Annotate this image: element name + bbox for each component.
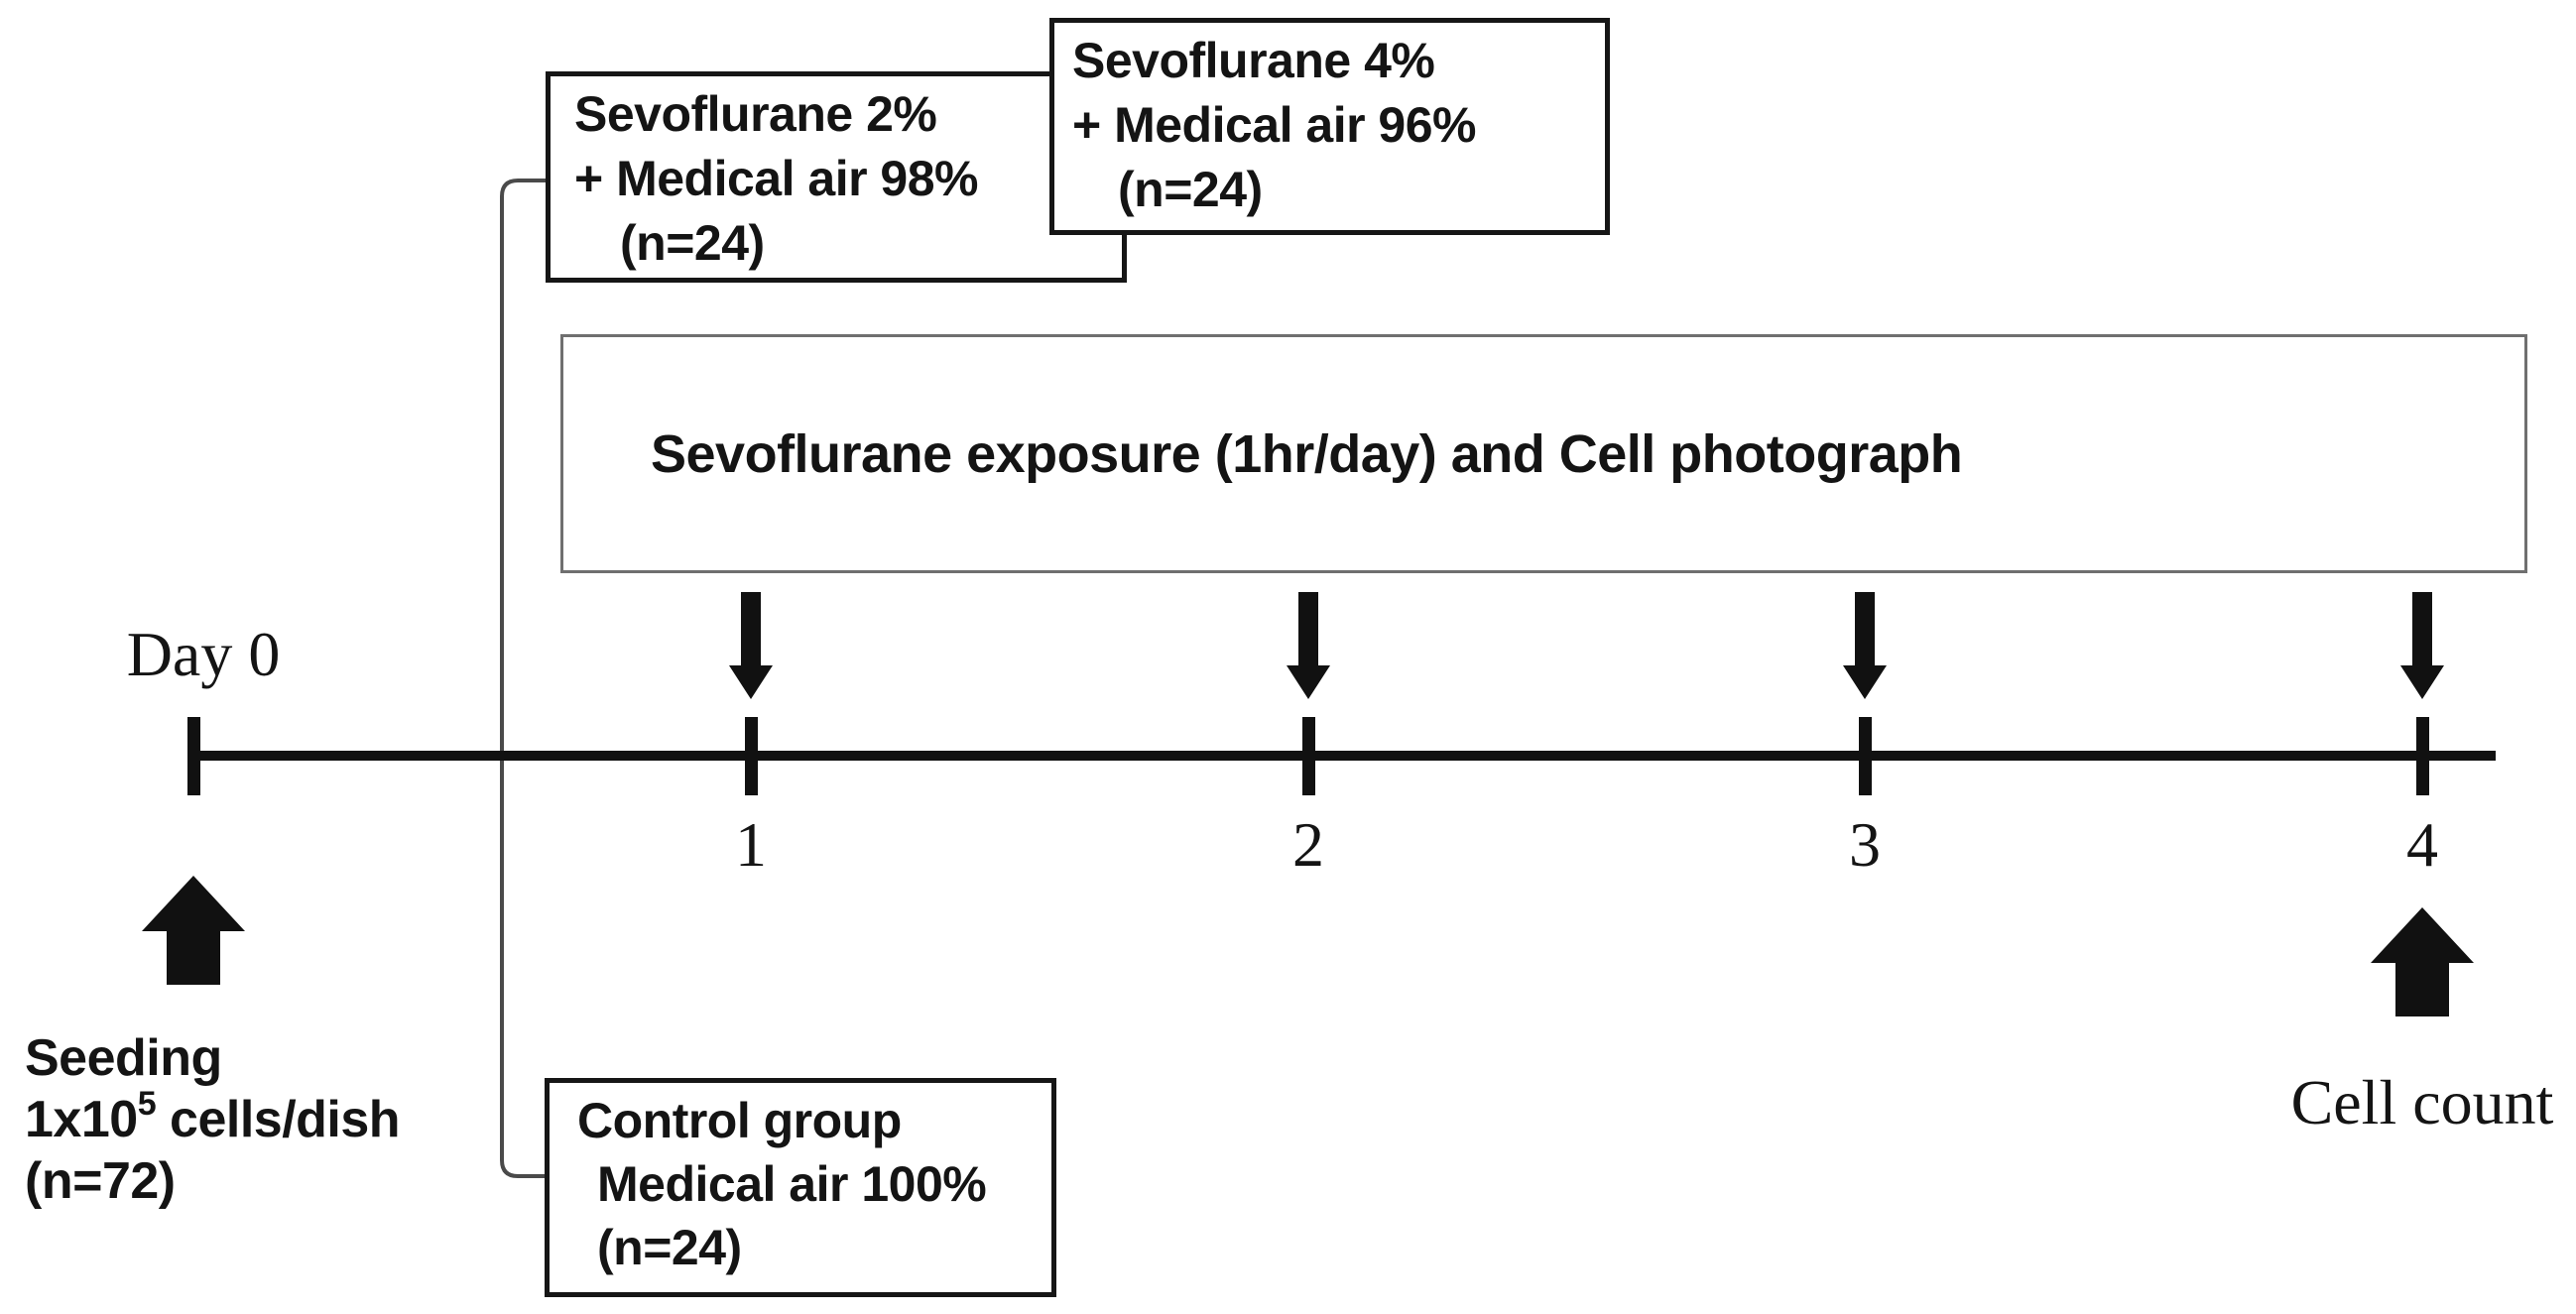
tick-label-4: 4 [2406, 809, 2438, 880]
timeline-tick-day4 [2416, 717, 2429, 795]
seeding-line3: (n=72) [25, 1152, 176, 1210]
group-box-line: Medical air 100% [597, 1156, 987, 1212]
group-box-line: Sevoflurane 4% [1072, 33, 1435, 88]
seeding-qty-base: 1x10 [25, 1091, 138, 1148]
exposure-day4-arrow-icon [2400, 592, 2444, 699]
group-box-line: (n=24) [597, 1220, 742, 1275]
timeline-tick-day1 [745, 717, 758, 795]
group-box-line: (n=24) [1118, 162, 1263, 217]
seeding-line2: 1x105 cells/dish [25, 1087, 401, 1150]
exposure-day3-arrow-icon [1843, 592, 1887, 699]
group-box-line: + Medical air 98% [574, 151, 979, 206]
tick-label-1: 1 [735, 809, 767, 880]
day-zero-label: Day 0 [126, 619, 281, 689]
seeding-arrow-icon [142, 876, 245, 985]
group-box-line: Sevoflurane 2% [574, 86, 937, 142]
timeline-tick-day0 [187, 717, 200, 795]
seeding-annotation: Seeding 1x105 cells/dish (n=72) [25, 1027, 401, 1212]
seeding-qty-rest: cells/dish [156, 1091, 401, 1148]
seeding-qty-superscript: 5 [137, 1084, 157, 1123]
exposure-period-box: Sevoflurane exposure (1hr/day) and Cell … [560, 334, 2527, 573]
group-box-sevoflurane-2pct: Sevoflurane 2% + Medical air 98% (n=24) [546, 71, 1127, 283]
cell-count-label: Cell count [2290, 1067, 2554, 1137]
group-box-sevoflurane-4pct: Sevoflurane 4% + Medical air 96% (n=24) [1049, 18, 1610, 235]
group-box-control: Control group Medical air 100% (n=24) [545, 1078, 1056, 1297]
timeline-axis [188, 751, 2496, 761]
timeline-tick-day3 [1859, 717, 1872, 795]
tick-label-2: 2 [1292, 809, 1324, 880]
group-box-line: Control group [577, 1093, 902, 1148]
group-box-line: + Medical air 96% [1072, 97, 1477, 153]
tick-label-3: 3 [1849, 809, 1881, 880]
cell-count-arrow-icon [2371, 907, 2474, 1016]
group-box-line: (n=24) [620, 215, 765, 271]
seeding-line1: Seeding [25, 1029, 222, 1087]
exposure-day2-arrow-icon [1287, 592, 1330, 699]
exposure-period-label: Sevoflurane exposure (1hr/day) and Cell … [651, 423, 1963, 484]
exposure-day1-arrow-icon [729, 592, 773, 699]
timeline-tick-day2 [1302, 717, 1315, 795]
